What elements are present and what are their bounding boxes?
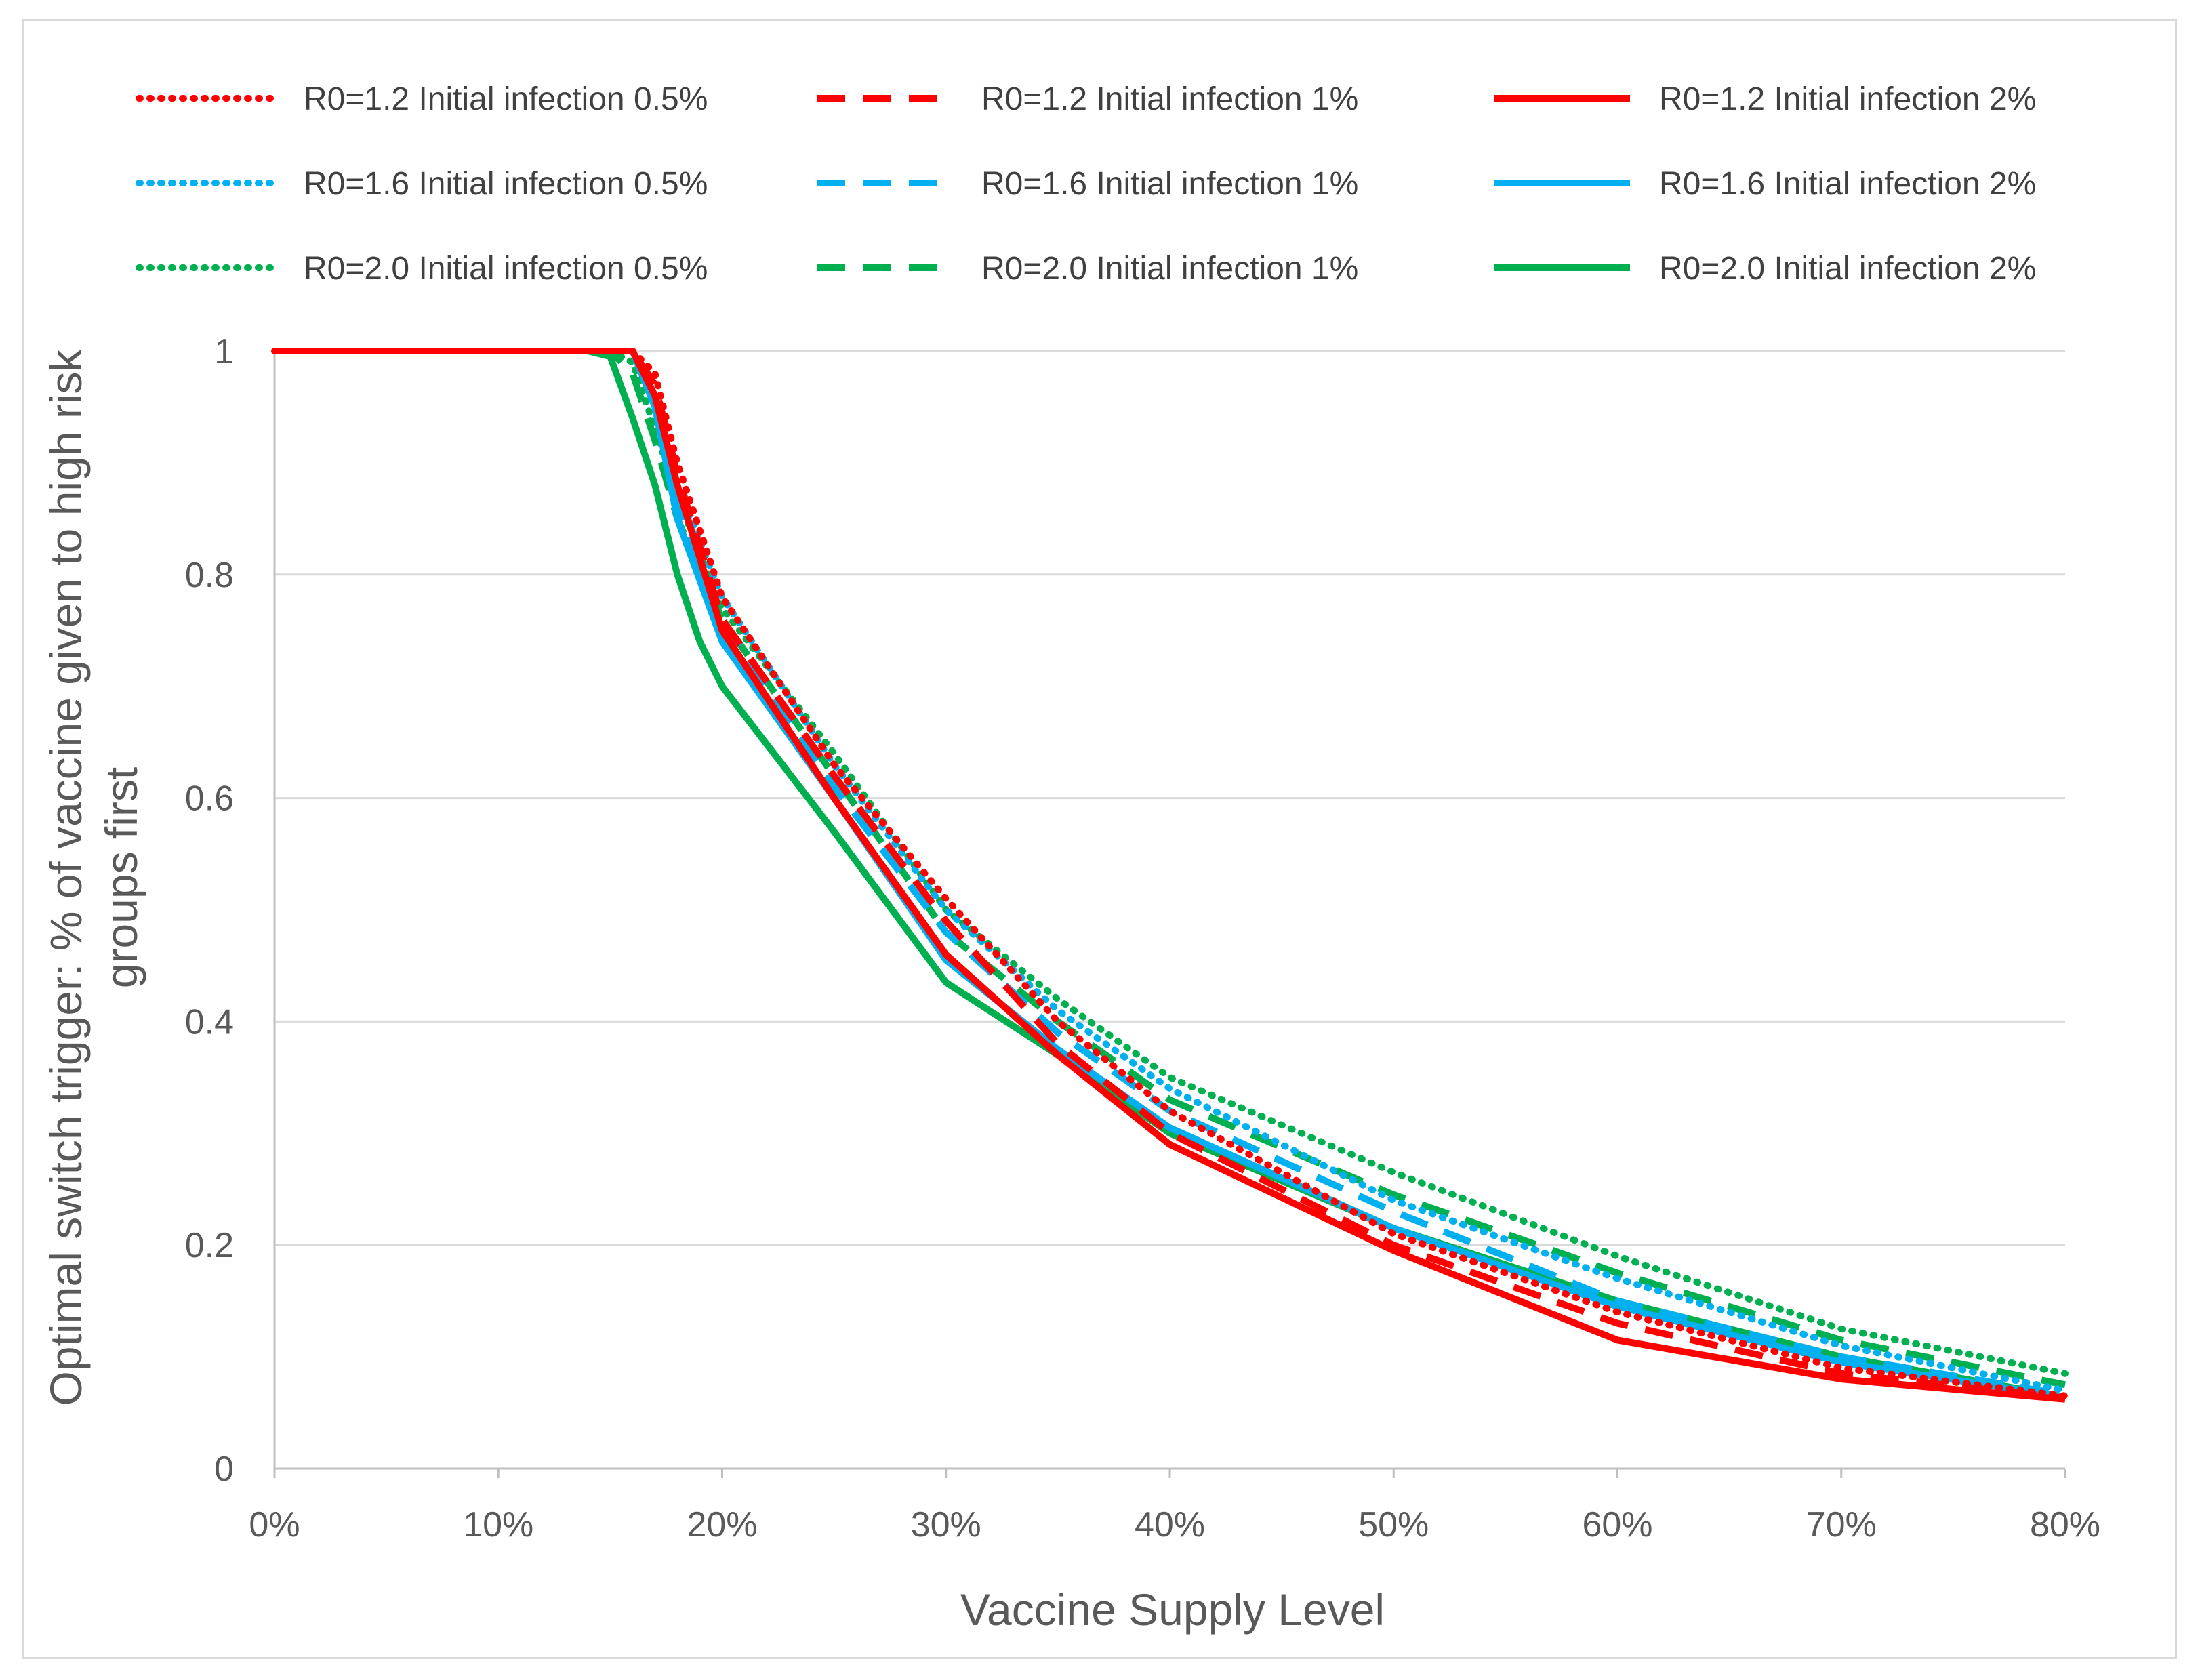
legend-label: R0=1.2 Initial infection 0.5% (304, 81, 708, 117)
y-axis-title-line-2: groups first (96, 767, 146, 988)
x-tick-label: 50% (1358, 1505, 1429, 1544)
series-line (274, 348, 2066, 1399)
y-tick-label: 0.6 (185, 779, 234, 819)
x-tick-labels: 0% 10% 20% 30% 40% 50% 60% 70% 80% (249, 1469, 2100, 1544)
x-tick-label: 10% (463, 1505, 533, 1544)
legend-label: R0=1.2 Initial infection 1% (981, 81, 1358, 117)
series-line (274, 348, 2066, 1401)
legend-label: R0=1.6 Initial infection 1% (981, 166, 1358, 202)
x-axis-title: Vaccine Supply Level (960, 1584, 1385, 1635)
x-tick-label: 30% (911, 1505, 981, 1544)
x-tick-label: 80% (2030, 1505, 2100, 1544)
y-axis-title: Optimal switch trigger: % of vaccine giv… (41, 349, 146, 1406)
legend-label: R0=1.2 Initial infection 2% (1659, 81, 2036, 117)
series-line (271, 348, 2069, 1399)
legend-label: R0=1.6 Initial infection 0.5% (304, 166, 708, 202)
legend-label: R0=1.6 Initial infection 2% (1659, 166, 2036, 202)
y-tick-label: 0 (214, 1450, 234, 1489)
y-tick-labels: 0 0.2 0.4 0.6 0.8 1 (185, 332, 234, 1489)
axes (273, 351, 2065, 1470)
legend-label: R0=2.0 Initial infection 2% (1659, 251, 2036, 287)
series-line (271, 348, 2069, 1394)
chart-frame (22, 19, 2177, 1659)
y-tick-label: 0.8 (185, 556, 234, 595)
series-line (274, 348, 2066, 1389)
series-lines (271, 348, 2069, 1403)
series-line (274, 348, 2066, 1401)
y-tick-label: 0.4 (185, 1002, 234, 1042)
series-line (274, 348, 2066, 1403)
y-axis-title-line-1: Optimal switch trigger: % of vaccine giv… (41, 349, 91, 1406)
y-tick-label: 0.2 (185, 1226, 234, 1265)
legend-label: R0=2.0 Initial infection 0.5% (304, 251, 708, 287)
x-tick-label: 70% (1806, 1505, 1877, 1544)
legend: R0=1.2 Initial infection 0.5% R0=1.2 Init… (136, 81, 2036, 287)
x-tick-label: 0% (249, 1505, 300, 1544)
x-tick-label: 40% (1135, 1505, 1205, 1544)
series-line (274, 348, 2066, 1402)
series-line (271, 348, 2069, 1377)
legend-label: R0=2.0 Initial infection 1% (981, 251, 1358, 287)
x-tick-label: 20% (687, 1505, 757, 1544)
x-tick-label: 60% (1582, 1505, 1652, 1544)
y-tick-label: 1 (214, 332, 234, 371)
